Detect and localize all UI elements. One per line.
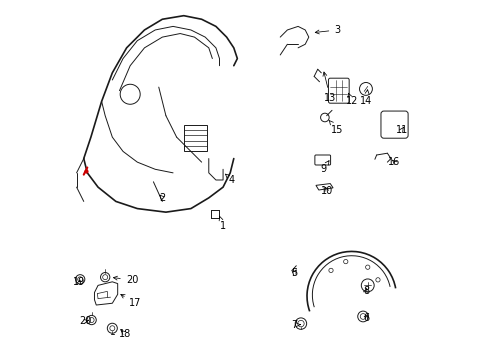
- Text: 14: 14: [359, 90, 371, 107]
- Text: 1: 1: [219, 216, 225, 231]
- Text: 18: 18: [119, 329, 131, 339]
- Text: 17: 17: [121, 294, 142, 308]
- Text: 7: 7: [291, 320, 300, 330]
- Text: 11: 11: [395, 125, 407, 135]
- Text: 20: 20: [79, 316, 92, 326]
- Text: 9: 9: [319, 161, 328, 174]
- Text: 8: 8: [362, 286, 368, 296]
- Text: 16: 16: [387, 157, 400, 167]
- Text: 12: 12: [345, 93, 357, 107]
- Text: 5: 5: [291, 268, 297, 278]
- Text: 6: 6: [362, 312, 368, 323]
- Text: 3: 3: [315, 25, 340, 35]
- Bar: [183, 125, 206, 152]
- Text: 10: 10: [320, 186, 332, 196]
- Text: 19: 19: [73, 277, 85, 287]
- Text: 20: 20: [113, 275, 138, 285]
- Text: 2: 2: [159, 193, 165, 203]
- Text: 15: 15: [328, 120, 343, 135]
- Text: 4: 4: [225, 174, 235, 185]
- Text: 13: 13: [322, 72, 336, 103]
